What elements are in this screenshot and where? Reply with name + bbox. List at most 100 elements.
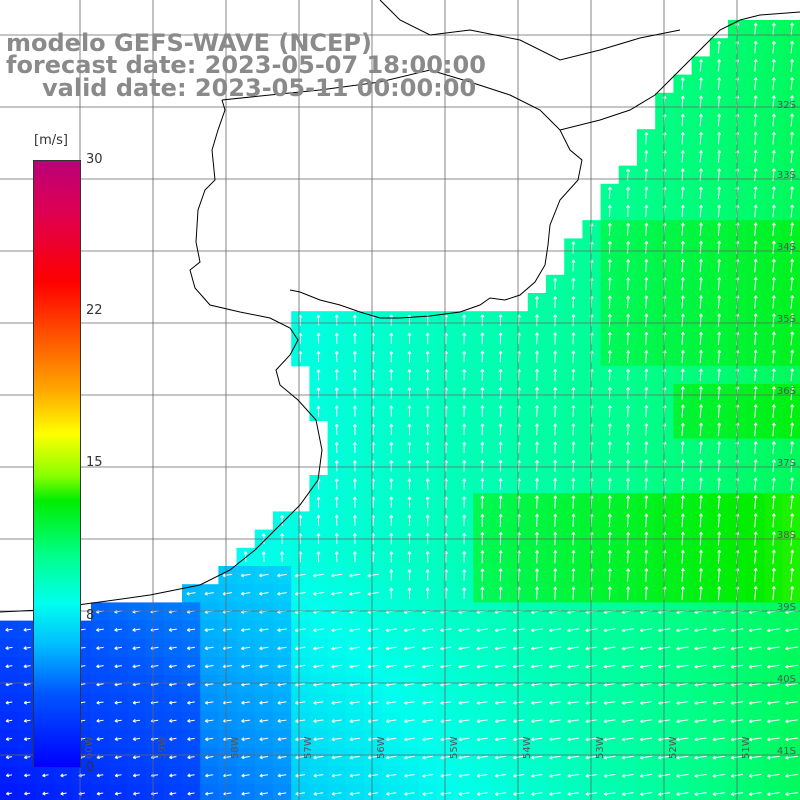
wind-arrow [205, 773, 214, 778]
wind-arrow [312, 591, 324, 596]
wind-arrow [458, 701, 470, 705]
wind-arrow [549, 755, 561, 760]
wind-arrow [531, 719, 543, 724]
forecast-date: forecast date: 2023-05-07 18:00:00 [6, 51, 486, 79]
wind-arrow [385, 682, 397, 687]
wind-arrow [96, 737, 104, 741]
wind-arrow [549, 628, 561, 633]
wind-arrow [535, 387, 540, 399]
wind-arrow [790, 386, 795, 400]
wind-arrow [553, 277, 558, 290]
wind-arrow [132, 700, 141, 705]
wind-arrow [331, 628, 342, 633]
wind-arrow [407, 587, 412, 599]
wind-cell [145, 784, 165, 800]
wind-arrow [621, 755, 634, 760]
wind-arrow [535, 314, 540, 327]
wind-arrow [607, 513, 612, 528]
wind-arrow [367, 573, 379, 578]
wind-arrow [367, 755, 379, 760]
lon-label: 59W [157, 736, 168, 759]
wind-arrow [790, 149, 795, 163]
wind-arrow [699, 258, 703, 273]
wind-arrow [699, 204, 703, 218]
wind-cell [582, 784, 602, 800]
wind-arrow [187, 737, 195, 741]
wind-arrow [699, 150, 703, 163]
wind-arrow [241, 737, 250, 742]
lon-label: 53W [595, 736, 606, 759]
wind-arrow [352, 387, 357, 399]
wind-arrow [644, 477, 649, 491]
wind-arrow [462, 478, 467, 490]
wind-arrow [553, 332, 558, 345]
wind-arrow [422, 719, 433, 724]
wind-arrow [535, 568, 540, 582]
wind-arrow [498, 459, 503, 472]
wind-arrow [331, 664, 342, 669]
wind-arrow [567, 664, 580, 669]
wind-arrow [313, 700, 324, 705]
wind-arrow [480, 568, 485, 582]
wind-arrow [531, 701, 543, 705]
wind-arrow [440, 701, 452, 705]
wind-arrow [767, 773, 780, 778]
wind-arrow [204, 700, 214, 705]
wind-arrow [785, 628, 798, 633]
wind-arrow [644, 459, 649, 472]
wind-arrow [313, 682, 324, 687]
wind-arrow [277, 773, 287, 778]
wind-arrow [60, 773, 67, 778]
wind-arrow [295, 700, 306, 705]
wind-arrow [571, 387, 576, 399]
lat-label: 40S [776, 674, 796, 685]
wind-arrow [60, 791, 67, 796]
wind-arrow [277, 591, 287, 596]
wind-arrow [676, 664, 689, 669]
wind-arrow [626, 295, 631, 309]
wind-arrow [626, 259, 631, 273]
wind-arrow [790, 295, 795, 309]
wind-arrow [748, 719, 762, 724]
wind-arrow [607, 550, 612, 564]
wind-arrow [626, 350, 631, 364]
wind-arrow [644, 313, 649, 327]
wind-arrow [626, 459, 631, 472]
wind-arrow [626, 240, 631, 254]
wind-arrow [440, 628, 452, 633]
wind-arrow [313, 719, 324, 723]
wind-arrow [334, 514, 339, 526]
wind-arrow [480, 495, 485, 509]
wind-arrow [571, 423, 576, 436]
wind-arrow [766, 701, 780, 705]
wind-arrow [241, 664, 251, 669]
wind-arrow [205, 791, 214, 796]
wind-arrow [425, 405, 430, 417]
wind-arrow [96, 791, 104, 796]
wind-arrow [498, 568, 503, 582]
wind-arrow [626, 495, 631, 509]
wind-arrow [717, 459, 722, 473]
wind-arrow [367, 646, 379, 651]
wind-arrow [717, 513, 722, 528]
wind-arrow [407, 496, 412, 508]
wind-arrow [5, 627, 13, 632]
wind-arrow [168, 646, 177, 651]
wind-arrow [349, 664, 361, 669]
wind-cell [327, 784, 347, 800]
wind-arrow [407, 460, 412, 472]
wind-arrow [585, 755, 598, 760]
wind-arrow [790, 513, 795, 528]
wind-cell [182, 784, 201, 800]
wind-arrow [476, 792, 488, 796]
wind-arrow [313, 628, 324, 633]
wind-arrow [607, 204, 612, 218]
wind-arrow [676, 628, 689, 633]
wind-arrow [96, 628, 104, 632]
wind-arrow [132, 628, 141, 632]
wind-arrow [771, 95, 776, 109]
wind-arrow [316, 314, 321, 326]
wind-arrow [458, 628, 470, 633]
